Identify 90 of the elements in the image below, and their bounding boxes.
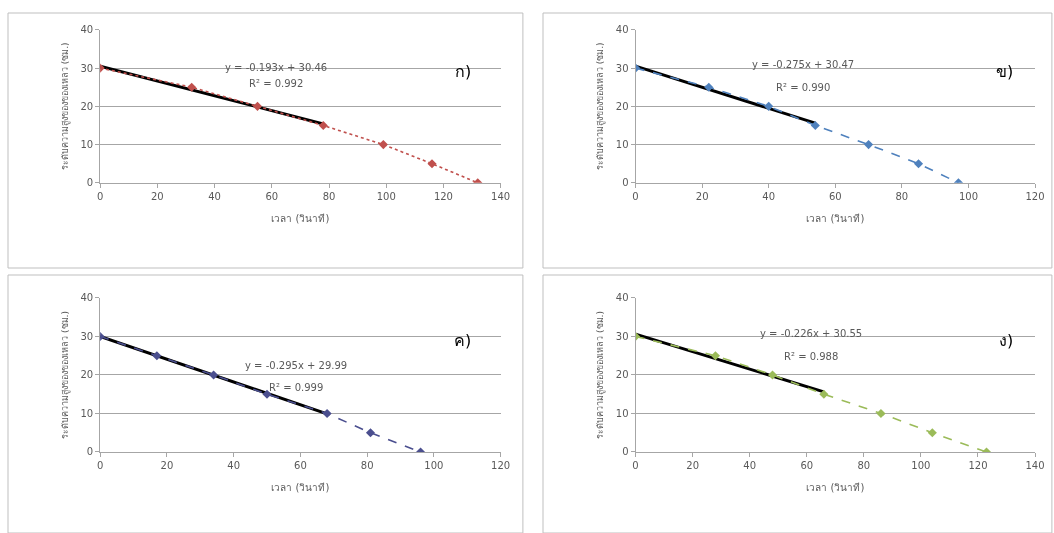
y-tick-label: 0 xyxy=(622,177,629,189)
point xyxy=(365,428,376,438)
point xyxy=(252,101,263,111)
y-tick-label: 10 xyxy=(80,407,94,419)
x-tick-label: 100 xyxy=(424,459,444,471)
x-axis-title: เวลา (วินาที) xyxy=(271,482,330,494)
x-tick-label: 40 xyxy=(743,459,757,471)
y-tick-label: 20 xyxy=(615,100,629,112)
x-tick-label: 40 xyxy=(762,190,776,202)
y-tick-label: 30 xyxy=(615,62,629,74)
annotation: y = -0.275x + 30.47 xyxy=(752,59,855,70)
x-tick-label: 20 xyxy=(160,459,174,471)
point xyxy=(876,408,886,419)
point xyxy=(913,159,924,169)
x-tick-label: 60 xyxy=(265,190,279,202)
x-tick-label: 40 xyxy=(208,190,221,202)
x-tick-label: 80 xyxy=(322,190,336,202)
annotation: ง) xyxy=(999,331,1014,350)
x-tick-label: 100 xyxy=(376,190,396,202)
annotation: ค) xyxy=(454,331,472,350)
x-tick-label: 120 xyxy=(1025,190,1045,202)
annotation: y = -0.295x + 29.99 xyxy=(245,360,348,371)
point xyxy=(187,82,197,92)
y-tick-label: 30 xyxy=(80,62,94,74)
annotation: ก) xyxy=(455,62,472,81)
annotation: ข) xyxy=(996,62,1014,81)
point xyxy=(927,428,937,438)
annotation: R² = 0.999 xyxy=(269,382,324,393)
point xyxy=(819,389,829,399)
y-tick-label: 0 xyxy=(86,446,94,458)
x-tick-label: 100 xyxy=(911,459,931,471)
x-axis-title: เวลา (วินาที) xyxy=(271,213,330,225)
y-tick-label: 30 xyxy=(80,330,94,342)
y-tick-label: 40 xyxy=(80,24,94,36)
x-tick-label: 140 xyxy=(491,190,511,202)
y-tick-label: 0 xyxy=(622,446,629,458)
x-tick-label: 0 xyxy=(96,459,104,471)
point xyxy=(262,389,272,399)
y-tick-label: 40 xyxy=(615,292,629,304)
x-axis-title: เวลา (วินาที) xyxy=(806,213,865,225)
point xyxy=(810,120,820,131)
x-tick-label: 80 xyxy=(857,459,871,471)
point xyxy=(764,101,774,111)
point xyxy=(209,370,219,380)
y-tick-label: 40 xyxy=(80,292,94,304)
point xyxy=(427,159,437,169)
annotation: R² = 0.990 xyxy=(776,82,831,93)
annotation: y = -0.226x + 30.55 xyxy=(760,328,863,339)
y-tick-label: 30 xyxy=(615,330,629,342)
x-tick-label: 40 xyxy=(227,459,241,471)
x-tick-label: 120 xyxy=(433,190,453,202)
x-tick-label: 0 xyxy=(632,190,639,202)
y-axis-title: ระดับความสูงของของเหลว (ซม.) xyxy=(595,311,607,439)
point xyxy=(767,370,778,380)
x-tick-label: 80 xyxy=(360,459,374,471)
y-axis-title: ระดับความสูงของของเหลว (ซม.) xyxy=(59,311,71,439)
point xyxy=(710,351,720,361)
x-tick-label: 100 xyxy=(958,190,978,202)
x-tick-label: 60 xyxy=(294,459,307,471)
point xyxy=(864,140,874,150)
annotation: y = -0.193x + 30.46 xyxy=(225,62,328,73)
y-tick-label: 20 xyxy=(80,369,94,381)
y-axis-title: ระดับความสูงของของเหลว (ซม.) xyxy=(59,42,71,171)
x-tick-label: 120 xyxy=(968,459,988,471)
x-tick-label: 120 xyxy=(491,459,511,471)
x-tick-label: 20 xyxy=(686,459,699,471)
point xyxy=(322,408,332,419)
x-tick-label: 20 xyxy=(695,190,709,202)
point xyxy=(318,120,328,131)
annotation: R² = 0.992 xyxy=(249,78,304,89)
y-tick-label: 10 xyxy=(615,139,629,151)
y-tick-label: 20 xyxy=(615,369,629,381)
x-tick-label: 60 xyxy=(828,190,842,202)
annotation: R² = 0.988 xyxy=(784,351,839,362)
x-axis-title: เวลา (วินาที) xyxy=(806,482,865,494)
x-tick-label: 0 xyxy=(632,459,639,471)
point xyxy=(704,82,714,92)
x-tick-label: 20 xyxy=(150,190,164,202)
y-axis-title: ระดับความสูงของของเหลว (ซม.) xyxy=(595,42,607,171)
point xyxy=(152,351,162,361)
y-tick-label: 10 xyxy=(615,407,629,419)
y-tick-label: 0 xyxy=(86,177,94,189)
x-tick-label: 60 xyxy=(800,459,814,471)
point xyxy=(378,140,388,150)
y-tick-label: 10 xyxy=(80,139,94,151)
y-tick-label: 40 xyxy=(615,24,629,36)
y-tick-label: 20 xyxy=(80,100,94,112)
x-tick-label: 140 xyxy=(1025,459,1045,471)
x-tick-label: 80 xyxy=(895,190,909,202)
x-tick-label: 0 xyxy=(96,190,104,202)
